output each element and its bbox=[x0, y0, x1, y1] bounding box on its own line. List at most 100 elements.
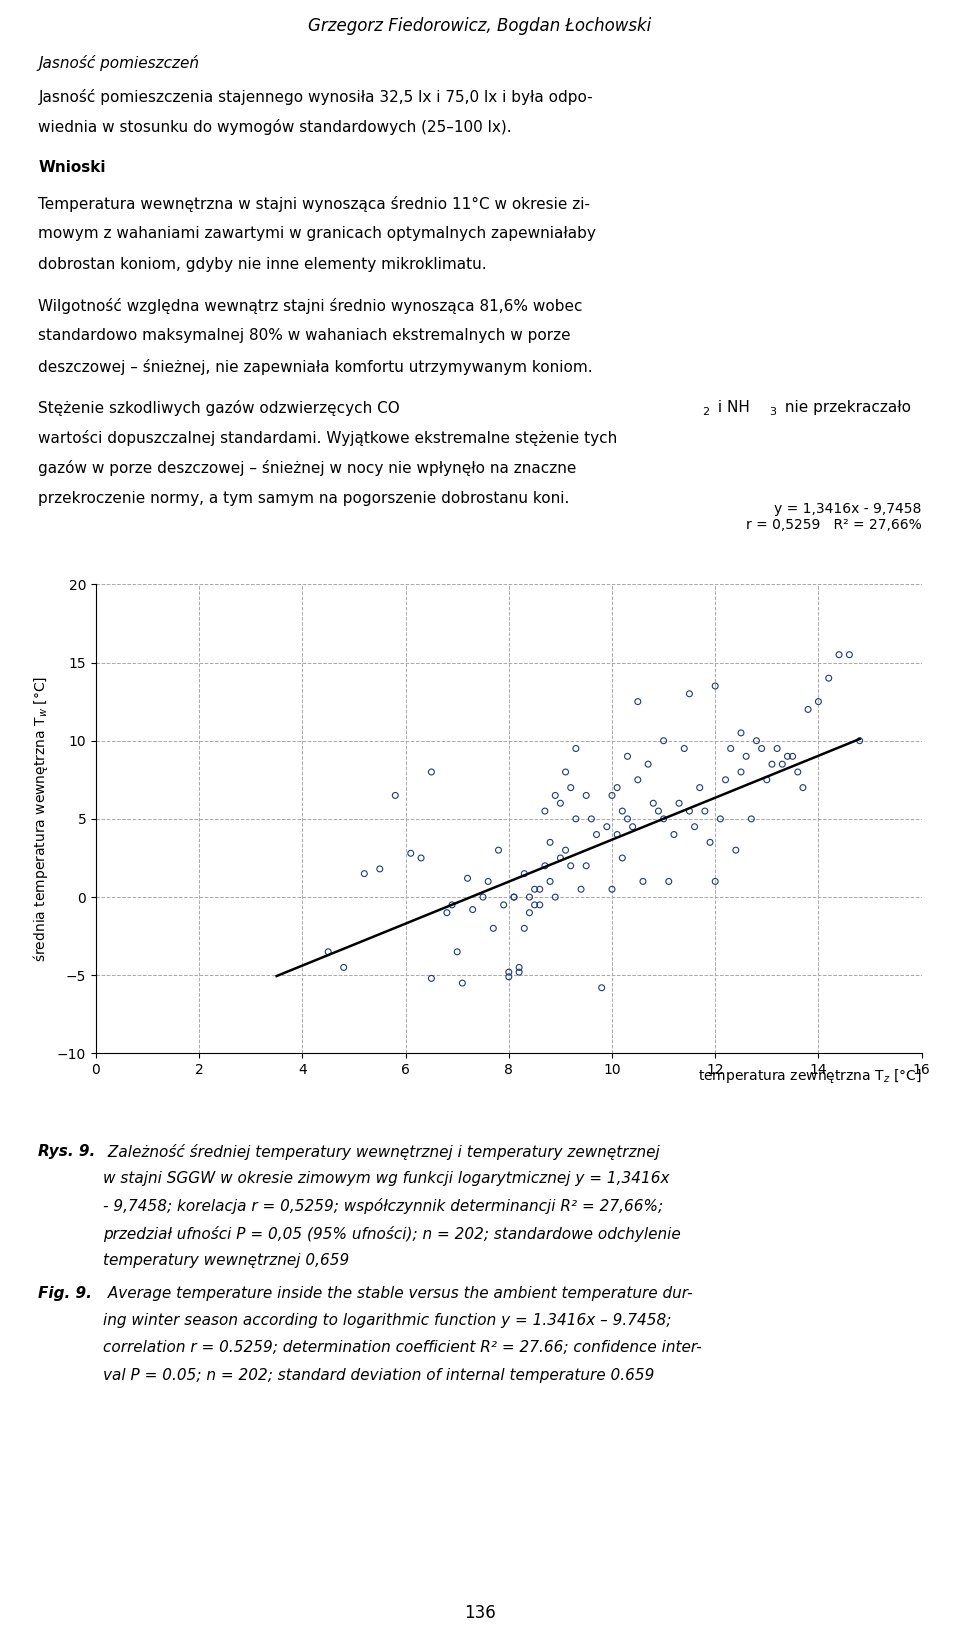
Text: mowym z wahaniami zawartymi w granicach optymalnych zapewniałaby: mowym z wahaniami zawartymi w granicach … bbox=[38, 227, 596, 242]
Text: Temperatura wewnętrzna w stajni wynosząca średnio 11°C w okresie zi-: Temperatura wewnętrzna w stajni wynosząc… bbox=[38, 196, 590, 212]
Point bbox=[723, 736, 738, 762]
Point bbox=[568, 736, 584, 762]
Point bbox=[532, 892, 547, 918]
Point bbox=[790, 759, 805, 785]
Text: wiednia w stosunku do wymogów standardowych (25–100 lx).: wiednia w stosunku do wymogów standardow… bbox=[38, 119, 512, 135]
Point bbox=[558, 759, 573, 785]
Point bbox=[475, 884, 491, 910]
Point bbox=[636, 869, 651, 895]
Text: gazów w porze deszczowej – śnieżnej w nocy nie wpłynęło na znaczne: gazów w porze deszczowej – śnieżnej w no… bbox=[38, 461, 577, 476]
Point bbox=[579, 782, 594, 808]
Point bbox=[563, 853, 578, 879]
Point bbox=[414, 844, 429, 871]
Point bbox=[703, 830, 718, 856]
Point bbox=[620, 744, 636, 770]
Text: deszczowej – śnieżnej, nie zapewniała komfortu utrzymywanym koniom.: deszczowej – śnieżnej, nie zapewniała ko… bbox=[38, 359, 593, 375]
Point bbox=[708, 673, 723, 700]
Point bbox=[538, 853, 553, 879]
Point bbox=[491, 836, 506, 863]
Point bbox=[336, 955, 351, 981]
Point bbox=[465, 897, 480, 923]
Point bbox=[423, 759, 439, 785]
Point bbox=[712, 807, 728, 833]
Y-axis label: średnia temperatura wewnętrzna T$_w$ [°C]: średnia temperatura wewnętrzna T$_w$ [°C… bbox=[31, 677, 50, 961]
Point bbox=[842, 642, 857, 668]
Point bbox=[630, 767, 645, 793]
Text: Fig. 9.: Fig. 9. bbox=[38, 1286, 92, 1300]
Point bbox=[810, 688, 826, 714]
Point bbox=[460, 866, 475, 892]
Point bbox=[640, 751, 656, 777]
Point bbox=[749, 728, 764, 754]
Point bbox=[522, 884, 538, 910]
Point bbox=[558, 836, 573, 863]
Text: Wnioski: Wnioski bbox=[38, 160, 106, 176]
Point bbox=[769, 736, 784, 762]
Text: Rys. 9.: Rys. 9. bbox=[38, 1144, 96, 1159]
Point bbox=[522, 900, 538, 927]
Point bbox=[496, 892, 512, 918]
Point bbox=[733, 759, 749, 785]
Point bbox=[738, 744, 754, 770]
Point bbox=[516, 915, 532, 942]
Point bbox=[480, 869, 495, 895]
Point bbox=[584, 807, 599, 833]
Point bbox=[449, 938, 465, 965]
Point bbox=[744, 807, 759, 833]
Point bbox=[780, 744, 795, 770]
Point bbox=[610, 775, 625, 802]
Text: nie przekraczało: nie przekraczało bbox=[780, 400, 911, 415]
Point bbox=[388, 782, 403, 808]
Point bbox=[357, 861, 372, 887]
Text: Grzegorz Fiedorowicz, Bogdan Łochowski: Grzegorz Fiedorowicz, Bogdan Łochowski bbox=[308, 16, 652, 35]
Point bbox=[785, 744, 801, 770]
Point bbox=[831, 642, 847, 668]
Point bbox=[547, 884, 563, 910]
Point bbox=[605, 876, 620, 902]
Point bbox=[801, 696, 816, 723]
Point bbox=[625, 813, 640, 839]
Text: Zależność średniej temperatury wewnętrznej i temperatury zewnętrznej: Zależność średniej temperatury wewnętrzn… bbox=[104, 1144, 660, 1160]
Text: standardowo maksymalnej 80% w wahaniach ekstremalnych w porze: standardowo maksymalnej 80% w wahaniach … bbox=[38, 328, 571, 344]
Point bbox=[754, 736, 769, 762]
Point bbox=[516, 861, 532, 887]
Point bbox=[321, 938, 336, 965]
Text: Jasność pomieszczeń: Jasność pomieszczeń bbox=[38, 54, 200, 71]
Point bbox=[423, 965, 439, 991]
Text: 136: 136 bbox=[464, 1605, 496, 1621]
Point bbox=[645, 790, 660, 816]
Point bbox=[605, 782, 620, 808]
Text: Average temperature inside the stable versus the ambient temperature dur-: Average temperature inside the stable ve… bbox=[104, 1286, 693, 1300]
Point bbox=[620, 807, 636, 833]
Point bbox=[614, 844, 630, 871]
Point bbox=[686, 813, 702, 839]
Text: 3: 3 bbox=[769, 407, 777, 416]
Text: przedział ufności P = 0,05 (95% ufności); n = 202; standardowe odchylenie: przedział ufności P = 0,05 (95% ufności)… bbox=[104, 1226, 682, 1241]
Point bbox=[682, 798, 697, 825]
Point bbox=[573, 876, 588, 902]
Point bbox=[501, 963, 516, 989]
Text: - 9,7458; korelacja r = 0,5259; współczynnik determinancji R² = 27,66%;: - 9,7458; korelacja r = 0,5259; współczy… bbox=[104, 1198, 663, 1215]
Point bbox=[728, 836, 743, 863]
Point bbox=[527, 892, 542, 918]
Point bbox=[579, 853, 594, 879]
Point bbox=[599, 813, 614, 839]
Text: temperatura zewnętrzna T$_z$ [°C]: temperatura zewnętrzna T$_z$ [°C] bbox=[698, 1068, 922, 1085]
Point bbox=[697, 798, 712, 825]
Point bbox=[661, 869, 677, 895]
Point bbox=[656, 807, 671, 833]
Text: Jasność pomieszczenia stajennego wynosiła 32,5 lx i 75,0 lx i była odpo-: Jasność pomieszczenia stajennego wynosił… bbox=[38, 89, 593, 105]
Text: i NH: i NH bbox=[713, 400, 751, 415]
Text: ing winter season according to logarithmic function y = 1.3416x – 9.7458;: ing winter season according to logarithm… bbox=[104, 1314, 672, 1328]
Point bbox=[563, 775, 578, 802]
Point bbox=[439, 900, 454, 927]
Text: y = 1,3416x - 9,7458
r = 0,5259   R² = 27,66%: y = 1,3416x - 9,7458 r = 0,5259 R² = 27,… bbox=[746, 502, 922, 532]
Point bbox=[532, 876, 547, 902]
Point bbox=[764, 751, 780, 777]
Point bbox=[542, 830, 558, 856]
Text: val P = 0.05; n = 202; standard deviation of internal temperature 0.659: val P = 0.05; n = 202; standard deviatio… bbox=[104, 1368, 655, 1383]
Point bbox=[610, 821, 625, 848]
Point bbox=[821, 665, 836, 691]
Text: przekroczenie normy, a tym samym na pogorszenie dobrostanu koni.: przekroczenie normy, a tym samym na pogo… bbox=[38, 491, 570, 505]
Point bbox=[795, 775, 810, 802]
